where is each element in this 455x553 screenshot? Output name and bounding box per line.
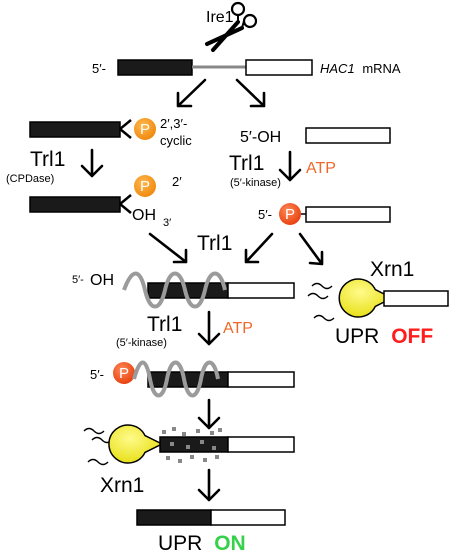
phosphate-2p-label: P	[140, 178, 150, 195]
upr-off-label: UPR OFF	[335, 325, 433, 348]
degraded-fragments	[162, 427, 222, 463]
ire1-label: Ire1	[206, 9, 234, 26]
trl1-bottom-label: Trl1	[147, 313, 182, 336]
right-5p-prefix: 5′-	[258, 207, 272, 222]
xrn1-off-label: Xrn1	[370, 258, 414, 281]
cyclic-linker	[119, 119, 132, 139]
coil-bottom	[132, 360, 220, 398]
wiggle-on-3	[87, 458, 109, 466]
mrna-5prime-label: 5′-	[92, 61, 106, 76]
arrow-to-xrn1-off	[298, 232, 324, 266]
arrow-to-spliced	[197, 468, 221, 502]
spliced-exon2	[210, 509, 286, 526]
ligated-5prime-prefix: 5′-	[72, 274, 84, 286]
arrow-ligate-left	[148, 232, 188, 264]
ligated2-white-seg	[227, 371, 295, 388]
trl1-ligase-label: Trl1	[197, 232, 232, 255]
atp-right-label: ATP	[306, 160, 336, 177]
exon2-5oh	[305, 127, 391, 144]
2p-linker	[119, 194, 132, 214]
arrow-to-xrn1-on	[197, 398, 221, 430]
degrading-white-seg	[227, 436, 295, 453]
bottom-5p-prefix: 5′-	[90, 367, 104, 382]
arrow-left-split	[176, 78, 207, 108]
trl1-kinase-label: Trl1	[229, 152, 264, 175]
right-5oh-label: 5′-OH	[240, 129, 281, 146]
trl1-cpdase-label: Trl1	[30, 148, 65, 171]
ligated-white-seg	[227, 282, 295, 299]
exon2-decay	[383, 290, 449, 307]
exon1-top	[117, 59, 193, 76]
arrow-ligate-right	[244, 232, 274, 264]
wiggle-on-1	[83, 427, 105, 435]
hac1-label: HAC1 mRNA	[320, 61, 401, 76]
wiggle-off-3	[313, 314, 335, 322]
coil-ligated	[122, 271, 227, 309]
exon2-5p	[305, 206, 391, 223]
xrn1-on-label: Xrn1	[100, 474, 144, 497]
arrow-cpdase	[80, 148, 104, 178]
phosphate-cyclic-icon	[134, 118, 156, 140]
upr-on-label: UPR ON	[158, 532, 246, 553]
kinase-right-label: (5′-kinase)	[230, 177, 281, 189]
oh-3prime-label: OH	[132, 207, 156, 224]
cpdase-label: (CPDase)	[6, 173, 54, 185]
cyclic-label-line1: 2′,3′-	[160, 116, 187, 131]
phosphate-5p-bottom-icon	[113, 362, 135, 384]
wiggle-off-2	[307, 292, 329, 300]
exon2-top	[245, 59, 313, 76]
atp-bottom-label: ATP	[223, 320, 253, 337]
ligated-oh-label: OH	[90, 272, 114, 289]
three-prime-label: 3′	[163, 217, 171, 229]
phosphate-5p-right-icon	[279, 203, 301, 225]
arrow-kinase-bottom	[197, 310, 221, 346]
kinase-bottom-label: (5′-kinase)	[116, 337, 167, 349]
phosphate-5p-right-label: P	[285, 206, 295, 223]
cyclic-label-line2: cyclic	[160, 133, 192, 148]
arrow-kinase-right	[278, 150, 302, 182]
exon1-2p	[29, 196, 121, 213]
xrn1-on-pacman-icon	[108, 424, 164, 464]
phosphate-5p-bottom-label: P	[119, 365, 129, 382]
xrn1-off-pacman-icon	[338, 278, 394, 318]
phosphate-2p-icon	[134, 175, 156, 197]
exon1-cyclic	[29, 121, 121, 138]
phosphate-cyclic-label: P	[140, 121, 150, 138]
spliced-exon1	[136, 509, 212, 526]
arrow-right-split	[235, 78, 266, 108]
wiggle-off-1	[311, 282, 333, 290]
scissors-icon	[205, 1, 258, 52]
two-prime-label: 2′	[172, 174, 182, 189]
